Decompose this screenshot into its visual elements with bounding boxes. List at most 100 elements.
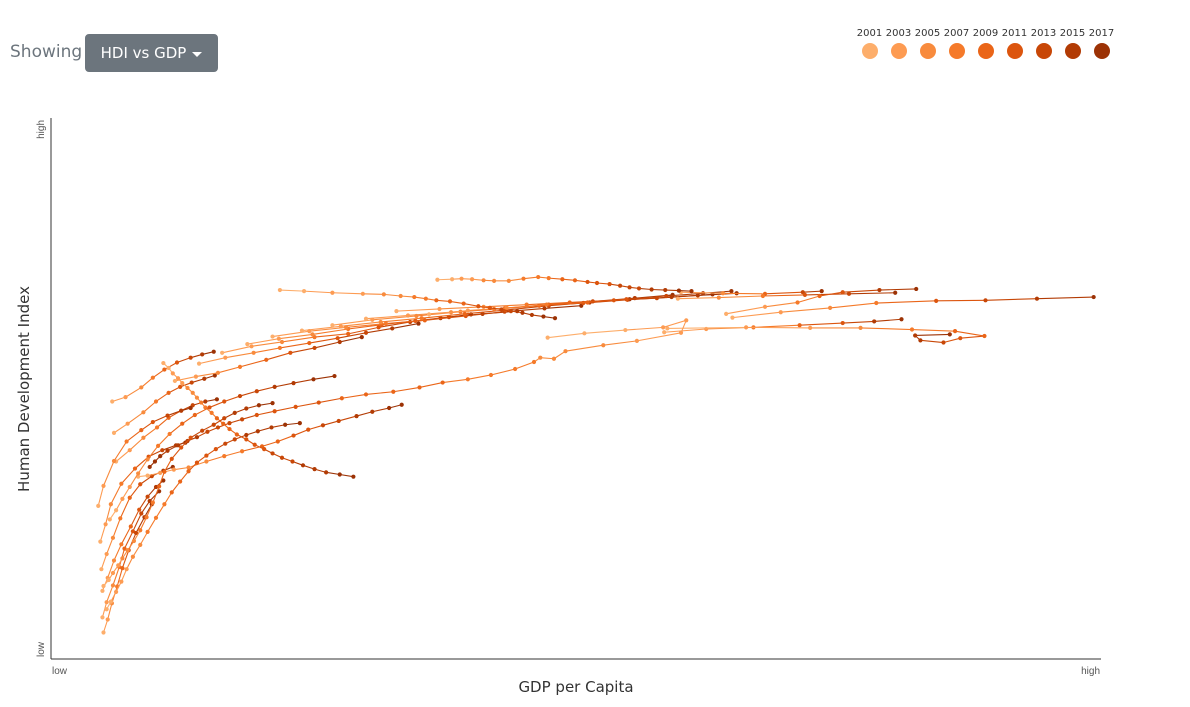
series-segment	[126, 429, 142, 442]
data-point	[279, 455, 285, 460]
series-segment	[97, 485, 105, 507]
data-point	[104, 600, 109, 605]
series-segment	[125, 386, 142, 398]
data-point	[306, 427, 311, 432]
series-segment	[247, 338, 279, 345]
series-segment	[506, 304, 547, 309]
data-point	[157, 484, 162, 489]
data-point	[166, 390, 171, 395]
data-point	[492, 278, 497, 283]
data-point	[252, 442, 257, 447]
data-point	[307, 340, 312, 346]
data-point	[107, 517, 112, 522]
data-point	[339, 396, 344, 401]
series-segment	[326, 471, 340, 476]
series-segment	[106, 537, 114, 555]
series-segment	[101, 602, 108, 618]
series-segment	[171, 447, 182, 460]
series-segment	[261, 440, 278, 447]
data-point	[476, 304, 481, 309]
data-point	[941, 340, 946, 345]
data-point	[169, 456, 174, 461]
series-segment	[176, 357, 191, 364]
data-point	[390, 326, 395, 331]
x-tick-low: low	[52, 666, 68, 677]
data-point	[279, 339, 285, 345]
data-point	[120, 496, 125, 501]
series-segment	[718, 295, 763, 299]
legend-year-label: 2017	[1088, 28, 1115, 39]
series-segment	[314, 341, 340, 349]
series-segment	[115, 449, 131, 462]
data-point	[110, 570, 116, 576]
data-point	[101, 630, 106, 635]
data-point	[291, 380, 296, 386]
data-point	[119, 542, 124, 547]
series-segment	[110, 483, 122, 505]
data-point	[139, 428, 144, 433]
data-point	[222, 454, 227, 459]
data-point	[363, 316, 369, 321]
series-segment	[239, 390, 257, 397]
series-segment	[140, 421, 154, 431]
legend-item-2005: 2005	[913, 27, 942, 59]
data-point	[100, 615, 105, 620]
data-point	[893, 290, 898, 295]
series-segment	[339, 336, 362, 343]
data-point	[877, 287, 882, 293]
data-point	[312, 467, 317, 472]
series-segment	[842, 289, 880, 293]
chart-select-dropdown[interactable]: HDI vs GDP	[85, 34, 218, 72]
series-30	[101, 401, 275, 589]
data-point	[147, 464, 152, 470]
data-point	[320, 423, 326, 428]
data-point	[234, 432, 239, 437]
data-point	[232, 437, 237, 442]
series-segment	[960, 335, 985, 339]
data-point	[594, 280, 600, 286]
series-segment	[113, 441, 128, 462]
data-point	[175, 376, 181, 381]
data-point	[114, 508, 119, 513]
series-32	[107, 373, 337, 522]
series-segment	[171, 481, 181, 493]
series-segment	[107, 603, 113, 620]
data-point	[488, 372, 494, 378]
data-point	[623, 327, 628, 333]
data-point	[170, 371, 175, 376]
series-segment	[164, 362, 178, 371]
data-point	[153, 515, 159, 520]
series-segment	[206, 455, 225, 463]
data-point	[245, 342, 250, 347]
data-point	[272, 409, 277, 414]
series-22	[724, 286, 919, 316]
data-point	[435, 277, 440, 282]
series-segment	[120, 568, 128, 582]
series-segment	[113, 423, 128, 434]
series-segment	[222, 345, 252, 354]
data-point	[270, 334, 275, 339]
y-tick-high: high	[36, 120, 47, 139]
data-point	[153, 484, 159, 490]
data-point	[618, 283, 623, 288]
data-point	[244, 437, 249, 442]
data-point	[552, 316, 558, 321]
data-point	[337, 339, 342, 345]
data-point	[661, 325, 666, 330]
data-point	[277, 345, 282, 351]
series-segment	[1036, 296, 1094, 300]
series-segment	[421, 313, 465, 319]
series-segment	[392, 323, 419, 329]
data-point	[118, 516, 123, 521]
series-segment	[666, 292, 704, 297]
series-segment	[490, 368, 516, 376]
data-point	[152, 459, 158, 464]
data-point	[180, 380, 185, 386]
series-segment	[121, 550, 130, 569]
data-point	[220, 350, 225, 355]
legend-year-label: 2011	[1001, 28, 1028, 39]
series-segment	[152, 369, 165, 379]
data-point	[277, 287, 282, 293]
data-point	[122, 546, 127, 551]
series-segment	[279, 289, 305, 292]
